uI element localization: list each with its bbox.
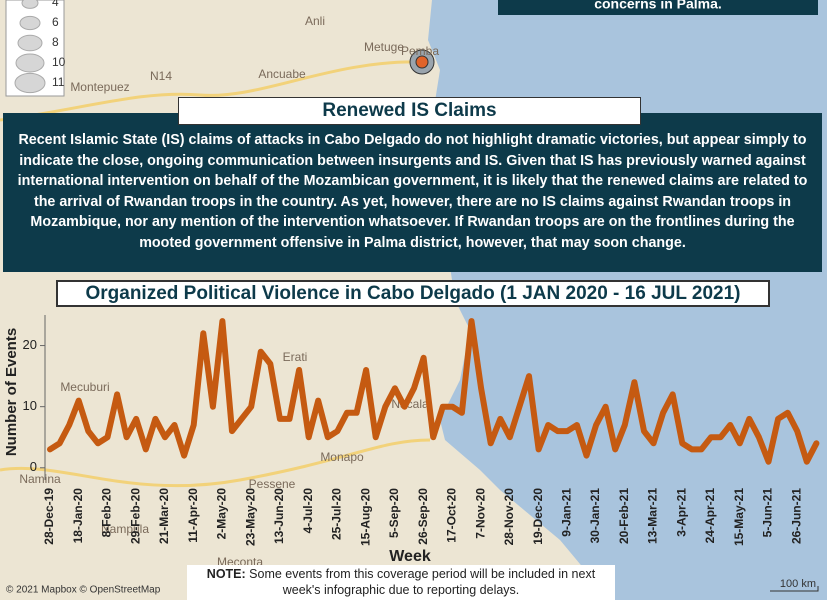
attribution: © 2021 Mapbox © OpenStreetMap (6, 585, 161, 596)
panel-text: Recent Islamic State (IS) claims of atta… (3, 113, 822, 272)
event-bubble (415, 55, 429, 69)
x-tick-label: 15-May-21 (732, 488, 746, 546)
banner-box (498, 0, 818, 15)
chart-title: Organized Political Violence in Cabo Del… (56, 280, 770, 307)
place-label: Namina (19, 472, 61, 486)
x-tick-label: 8-Feb-20 (100, 488, 114, 538)
x-tick-label: 13-Jun-20 (272, 488, 286, 544)
y-tick-label: 0 (30, 459, 37, 474)
x-tick-label: 9-Jan-21 (559, 488, 573, 537)
place-label: Pessene (249, 477, 296, 491)
x-tick-label: 24-Apr-21 (703, 488, 717, 544)
place-label: Anli (305, 14, 325, 28)
x-tick-label: 21-Mar-20 (157, 488, 171, 544)
place-label: Nampula (101, 522, 149, 536)
place-label: Montepuez (70, 80, 129, 94)
road (0, 60, 421, 122)
x-tick-label: 3-Apr-21 (674, 488, 688, 537)
x-tick-label: 4-Jul-20 (301, 488, 315, 534)
banner-text: concerns in Palma. (594, 0, 722, 12)
legend-bubble (14, 72, 46, 94)
x-tick-label: 23-May-20 (243, 488, 257, 546)
x-tick-label: 28-Dec-19 (42, 488, 56, 545)
place-label: Metuge (364, 40, 404, 54)
place-label: Ancuabe (258, 67, 306, 81)
y-axis-label: Number of Events (3, 328, 20, 456)
x-tick-label: 19-Dec-20 (531, 488, 545, 545)
place-label: Erati (283, 350, 308, 364)
x-tick-label: 11-Apr-20 (186, 488, 200, 543)
x-tick-label: 29-Feb-20 (128, 488, 142, 544)
x-tick-label: 26-Jun-21 (789, 488, 803, 544)
legend-label: 6 (52, 15, 59, 29)
scale-label: 100 km (780, 578, 816, 590)
x-axis-label: Week (389, 548, 431, 565)
y-tick-label: 10 (23, 398, 37, 413)
legend-bubble (17, 34, 43, 52)
x-tick-label: 7-Nov-20 (473, 488, 487, 539)
legend-label: 8 (52, 35, 59, 49)
x-tick-label: 5-Jun-21 (761, 488, 775, 538)
x-tick-label: 2-May-20 (215, 488, 229, 540)
legend-bubble (15, 53, 45, 73)
x-tick-label: 26-Sep-20 (416, 488, 430, 545)
legend-label: 10 (52, 55, 66, 69)
x-tick-label: 17-Oct-20 (445, 488, 459, 543)
x-tick-label: 5-Sep-20 (387, 488, 401, 538)
legend-label: 4 (52, 0, 59, 9)
note-text: Some events from this coverage period wi… (249, 567, 596, 597)
road (0, 438, 431, 488)
x-tick-label: 13-Mar-21 (646, 488, 660, 544)
x-tick-label: 15-Aug-20 (358, 488, 372, 546)
x-tick-label: 30-Jan-21 (588, 488, 602, 544)
x-tick-label: 25-Jul-20 (330, 488, 344, 540)
legend-bubble (21, 0, 39, 9)
place-label: Pemba (401, 44, 439, 58)
note: NOTE: Some events from this coverage per… (187, 565, 615, 600)
panel-heading: Renewed IS Claims (178, 97, 641, 125)
legend-label: 11 (52, 75, 65, 89)
note-label: NOTE: (206, 567, 246, 581)
x-tick-label: 18-Jan-20 (71, 488, 85, 544)
scale-bar (770, 586, 819, 592)
place-label: Mecuburi (60, 380, 109, 394)
legend-bubble (19, 15, 41, 31)
y-tick-label: 20 (23, 337, 37, 352)
x-tick-label: 28-Nov-20 (502, 488, 516, 546)
data-line (47, 318, 820, 465)
place-label: N14 (150, 69, 172, 83)
place-label: Monapo (320, 450, 364, 464)
x-tick-label: 20-Feb-21 (617, 488, 631, 544)
